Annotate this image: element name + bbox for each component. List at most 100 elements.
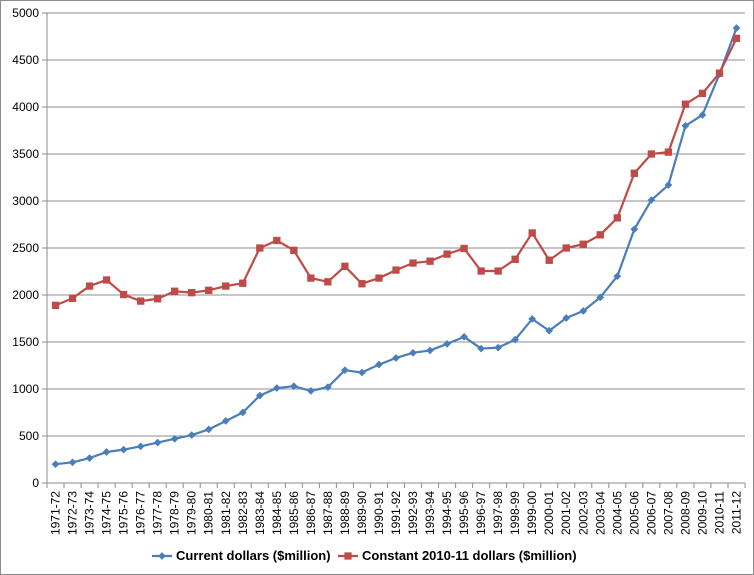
- x-tick-label: 1998-99: [508, 491, 522, 535]
- x-tick-label: 1992-93: [406, 491, 420, 535]
- data-point: [340, 366, 349, 375]
- data-point: [136, 442, 145, 451]
- x-tick-label: 1976-77: [134, 491, 148, 535]
- data-point: [494, 343, 503, 352]
- data-point: [239, 279, 247, 287]
- x-tick-label: 1987-88: [321, 491, 335, 535]
- data-point: [119, 445, 128, 454]
- data-point: [222, 282, 230, 290]
- x-tick-label: 2005-06: [627, 491, 641, 535]
- data-point: [443, 250, 451, 258]
- axes: [42, 12, 746, 488]
- data-point: [732, 34, 741, 43]
- series: [51, 24, 741, 469]
- x-tick-label: 2002-03: [576, 491, 590, 535]
- data-point: [392, 266, 400, 274]
- data-point: [596, 231, 604, 239]
- data-point: [307, 274, 315, 282]
- data-point: [171, 287, 179, 295]
- data-point: [187, 431, 196, 440]
- x-tick-label: 1986-87: [304, 491, 318, 535]
- data-point: [426, 257, 434, 265]
- x-tick-label: 2011-12: [729, 491, 743, 534]
- data-point: [119, 290, 128, 299]
- x-tick-label: 1984-85: [270, 491, 284, 535]
- legend-item-current-dollars: Current dollars ($million): [152, 548, 331, 563]
- x-tick-label: 1994-95: [440, 491, 454, 535]
- data-point: [85, 282, 94, 290]
- x-tick-label: 2000-01: [542, 491, 556, 535]
- x-tick-label: 1999-00: [525, 491, 539, 535]
- x-tick-label: 2003-04: [593, 491, 607, 535]
- y-tick-label: 5000: [12, 6, 39, 20]
- legend-label: Constant 2010-11 dollars ($million): [362, 548, 577, 563]
- data-point: [289, 382, 298, 391]
- data-point: [613, 272, 622, 281]
- data-point: [375, 360, 383, 369]
- x-tick-label: 1974-75: [100, 491, 114, 535]
- data-point: [596, 293, 605, 302]
- data-point: [562, 244, 570, 252]
- x-tick-label: 2006-07: [644, 491, 658, 535]
- series-current-dollars: [51, 24, 741, 469]
- series-constant-dollars: [51, 34, 741, 309]
- data-point: [392, 354, 400, 362]
- data-point: [630, 169, 638, 177]
- y-tick-label: 1000: [12, 382, 39, 396]
- x-tick-label: 1991-92: [389, 491, 403, 535]
- x-tick-label: 1990-91: [372, 491, 386, 535]
- y-tick-label: 500: [19, 429, 39, 443]
- data-point: [85, 454, 94, 463]
- data-point: [494, 267, 502, 275]
- data-point: [681, 100, 690, 108]
- data-point: [238, 408, 247, 417]
- x-tick-label: 1980-81: [202, 491, 216, 535]
- x-tick-label: 1977-78: [151, 491, 165, 535]
- data-point: [460, 332, 469, 341]
- data-point: [528, 315, 537, 323]
- x-tick-label: 1971-72: [49, 491, 63, 535]
- data-point: [545, 256, 553, 264]
- x-tick-label: 1997-98: [491, 491, 505, 535]
- x-tick-label: 1996-97: [474, 491, 488, 535]
- data-point: [715, 69, 724, 77]
- series-line: [55, 27, 738, 466]
- data-point: [273, 236, 281, 245]
- data-point: [357, 368, 366, 377]
- y-tick-label: 4500: [12, 53, 39, 67]
- x-tick-label: 1973-74: [83, 491, 97, 535]
- data-point: [562, 314, 571, 322]
- data-point: [153, 438, 162, 447]
- data-point: [664, 148, 673, 156]
- y-tick-label: 0: [32, 476, 39, 490]
- y-axis-tick-labels: 0 500 1000 1500 2000 2500 3000 3500 4000 4500 5000: [12, 6, 39, 490]
- data-point: [205, 286, 213, 294]
- data-point: [170, 434, 179, 443]
- x-tick-label: 1981-82: [219, 491, 233, 535]
- legend-marker: [344, 552, 352, 560]
- data-point: [647, 196, 656, 205]
- data-point: [221, 417, 230, 425]
- data-point: [102, 276, 111, 284]
- data-point: [154, 295, 162, 303]
- data-point: [426, 346, 435, 355]
- x-tick-label: 1978-79: [168, 491, 182, 535]
- x-axis-tick-labels: 1971-72 1972-73 1973-74 1974-75 1975-76 1976-…: [49, 491, 744, 535]
- x-tick-label: 1988-89: [338, 491, 352, 535]
- x-tick-label: 1975-76: [117, 491, 131, 535]
- x-tick-label: 2001-02: [559, 491, 573, 535]
- data-point: [511, 255, 519, 263]
- data-point: [443, 339, 452, 348]
- data-point: [409, 259, 417, 267]
- data-point: [255, 391, 264, 400]
- y-tick-label: 3500: [12, 147, 39, 161]
- x-tick-label: 2004-05: [610, 491, 624, 535]
- data-point: [306, 386, 315, 395]
- data-point: [409, 348, 417, 357]
- y-tick-label: 2000: [12, 288, 39, 302]
- legend-marker: [158, 552, 166, 560]
- data-point: [204, 425, 213, 434]
- data-point: [579, 240, 587, 248]
- data-point: [256, 244, 264, 252]
